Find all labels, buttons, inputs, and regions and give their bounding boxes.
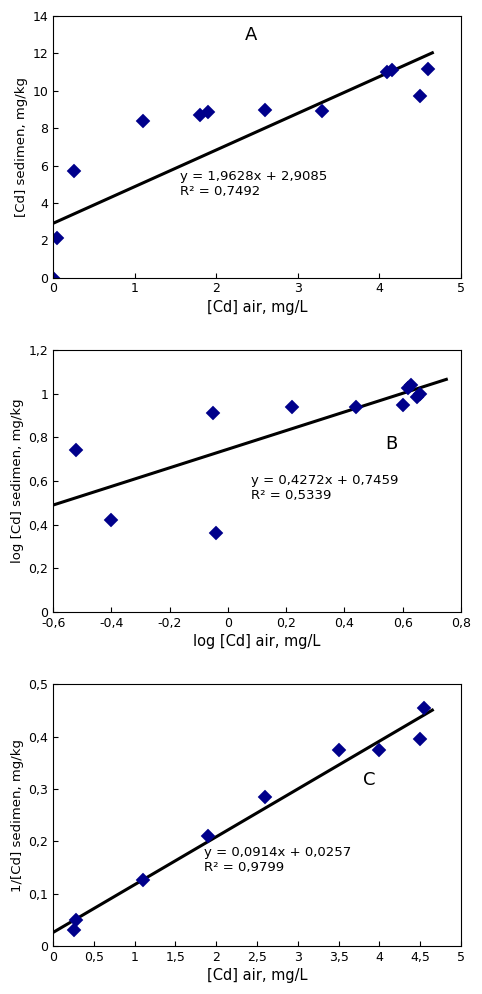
Text: B: B [385,434,398,452]
Text: y = 0,4272x + 0,7459
R² = 0,5339: y = 0,4272x + 0,7459 R² = 0,5339 [251,473,399,502]
X-axis label: [Cd] air, mg/L: [Cd] air, mg/L [207,968,307,983]
Y-axis label: [Cd] sedimen, mg/kg: [Cd] sedimen, mg/kg [15,77,28,217]
Text: C: C [363,771,375,789]
Text: y = 0,0914x + 0,0257
R² = 0,9799: y = 0,0914x + 0,0257 R² = 0,9799 [204,846,351,874]
Y-axis label: log [Cd] sedimen, mg/kg: log [Cd] sedimen, mg/kg [11,399,24,564]
X-axis label: [Cd] air, mg/L: [Cd] air, mg/L [207,299,307,315]
Text: A: A [245,26,257,44]
Text: y = 1,9628x + 2,9085
R² = 0,7492: y = 1,9628x + 2,9085 R² = 0,7492 [179,170,327,198]
X-axis label: log [Cd] air, mg/L: log [Cd] air, mg/L [193,634,321,649]
Y-axis label: 1/[Cd] sedimen, mg/kg: 1/[Cd] sedimen, mg/kg [11,739,24,892]
